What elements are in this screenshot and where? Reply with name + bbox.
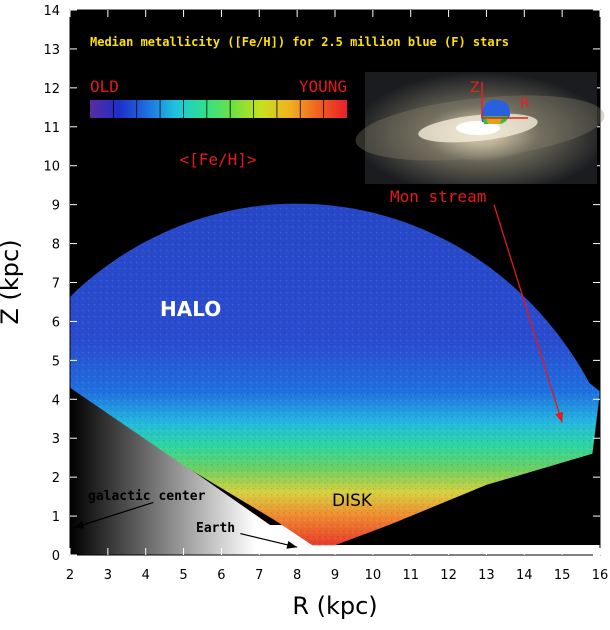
- galactic-center-label: galactic center: [88, 489, 206, 504]
- earth-arrow-head: [286, 540, 298, 549]
- inset-r-label: R: [520, 96, 530, 112]
- y-tick-label: 8: [52, 238, 60, 253]
- y-tick-label: 9: [52, 199, 60, 214]
- x-tick-label: 9: [331, 568, 339, 583]
- x-tick-label: 5: [179, 568, 187, 583]
- y-tick-label: 7: [52, 277, 60, 292]
- x-tick-label: 6: [217, 568, 225, 583]
- x-tick-label: 11: [402, 568, 419, 583]
- x-tick-label: 4: [142, 568, 150, 583]
- halo-label: HALO: [160, 297, 221, 321]
- x-tick-label: 16: [592, 568, 609, 583]
- colorbar-old-label: OLD: [90, 77, 119, 96]
- y-tick-label: 1: [52, 510, 60, 525]
- disk-shading: [70, 385, 600, 555]
- x-tick-label: 13: [478, 568, 495, 583]
- x-tick-label: 8: [293, 568, 301, 583]
- y-tick-label: 3: [52, 432, 60, 447]
- y-tick-label: 10: [43, 160, 60, 175]
- x-tick-label: 7: [255, 568, 263, 583]
- galaxy-inset: Z R: [355, 72, 605, 184]
- colorbar-quantity-label: <[Fe/H]>: [179, 150, 256, 169]
- y-tick-label: 5: [52, 354, 60, 369]
- y-tick-label: 4: [52, 393, 60, 408]
- y-tick-label: 2: [52, 471, 60, 486]
- galactic-center-arrow-head: [73, 520, 85, 529]
- x-tick-label: 12: [440, 568, 457, 583]
- x-tick-label: 3: [104, 568, 112, 583]
- colorbar-young-label: YOUNG: [299, 77, 347, 96]
- earth-label: Earth: [196, 521, 235, 536]
- mon-stream-arrow-head: [555, 411, 563, 423]
- x-axis-label: R (kpc): [292, 592, 377, 620]
- y-tick-label: 6: [52, 315, 60, 330]
- y-tick-label: 13: [43, 43, 60, 58]
- colorbar: [90, 100, 347, 118]
- chart-title: Median metallicity ([Fe/H]) for 2.5 mill…: [90, 35, 509, 49]
- y-tick-label: 12: [43, 82, 60, 97]
- y-tick-label: 14: [43, 4, 60, 19]
- data-speckle: [70, 203, 600, 546]
- colorbar-ticks: [112, 100, 325, 118]
- x-tick-label: 15: [554, 568, 571, 583]
- x-tick-label: 14: [516, 568, 533, 583]
- y-tick-label: 11: [43, 121, 60, 136]
- inset-z-label: Z: [470, 80, 480, 96]
- x-tick-label: 2: [66, 568, 74, 583]
- x-axis-ticks: 2 3 4 5 6 7 8 9 10 11 12 13 14 15 16: [66, 10, 608, 583]
- y-axis-label: Z (kpc): [0, 239, 24, 324]
- x-tick-label: 10: [365, 568, 382, 583]
- disk-label: DISK: [332, 491, 373, 511]
- galactic-center-arrow: [73, 501, 154, 529]
- mon-stream-arrow: [493, 204, 563, 423]
- y-tick-label: 0: [52, 549, 60, 564]
- mon-stream-label: Mon stream: [390, 187, 486, 206]
